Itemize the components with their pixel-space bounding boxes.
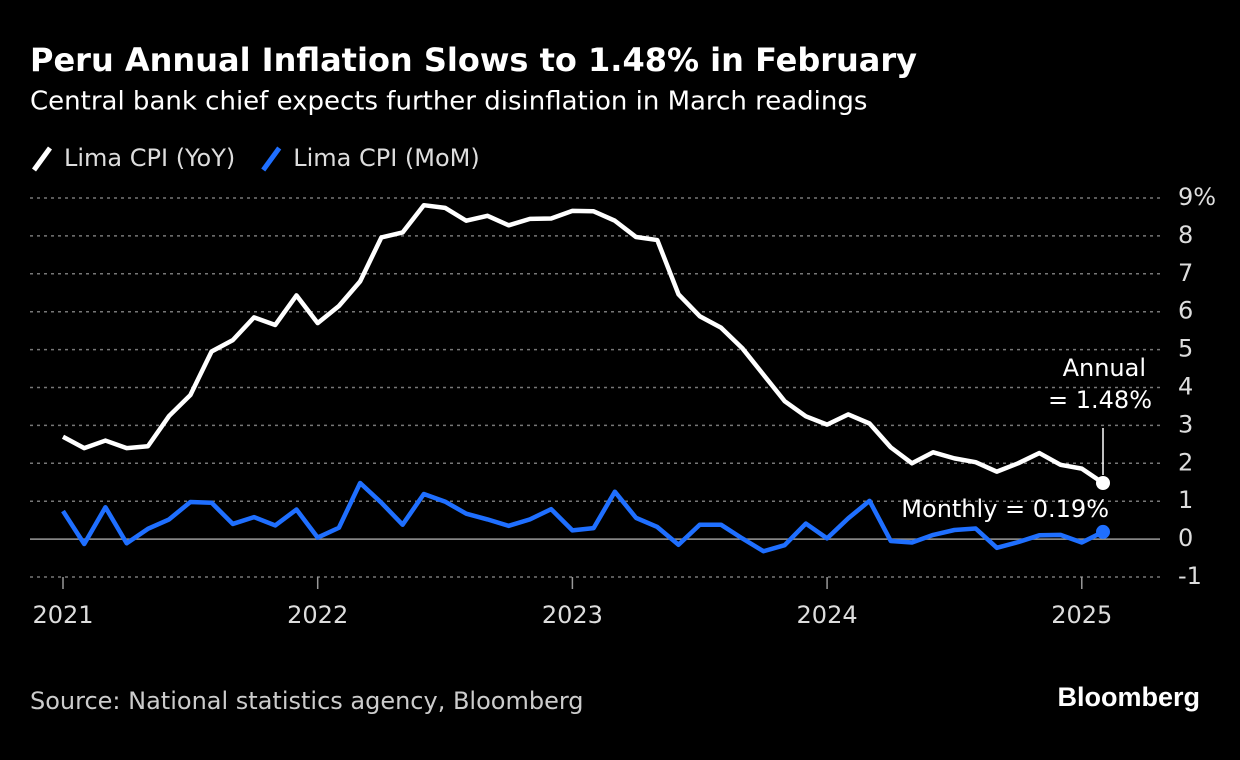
- x-tick-label: 2025: [1051, 601, 1112, 629]
- chart-subtitle: Central bank chief expects further disin…: [30, 87, 867, 117]
- y-tick-label: 3: [1178, 410, 1193, 438]
- brand: Bloomberg: [1057, 682, 1200, 712]
- y-tick-label: 2: [1178, 448, 1193, 476]
- chart-title: Peru Annual Inflation Slows to 1.48% in …: [30, 41, 917, 79]
- series-line: [61, 202, 1105, 485]
- y-tick-label: 8: [1178, 221, 1193, 249]
- annotation: = 1.48%: [1048, 386, 1152, 414]
- x-tick-label: 2023: [542, 601, 603, 629]
- y-tick-label: 6: [1178, 297, 1193, 325]
- y-tick-label: -1: [1178, 562, 1202, 590]
- y-tick-label: 7: [1178, 259, 1193, 287]
- legend-label: Lima CPI (MoM): [293, 144, 480, 172]
- y-tick-label: 9%: [1178, 183, 1216, 211]
- source: Source: National statistics agency, Bloo…: [30, 687, 584, 715]
- x-tick-label: 2021: [32, 601, 93, 629]
- x-tick-label: 2024: [797, 601, 858, 629]
- end-dot: [1096, 476, 1110, 491]
- legend-label: Lima CPI (YoY): [64, 144, 235, 172]
- y-tick-label: 4: [1178, 373, 1193, 401]
- y-tick-label: 1: [1178, 486, 1193, 514]
- annotation: Annual: [1063, 354, 1146, 382]
- legend-swatch: [261, 146, 282, 172]
- y-tick-label: 5: [1178, 335, 1193, 363]
- y-tick-label: 0: [1178, 524, 1193, 552]
- end-dot: [1096, 524, 1110, 539]
- series-line: [61, 480, 1105, 554]
- legend-swatch: [31, 146, 53, 172]
- x-tick-label: 2022: [287, 601, 348, 629]
- annotation: Monthly = 0.19%: [901, 495, 1109, 523]
